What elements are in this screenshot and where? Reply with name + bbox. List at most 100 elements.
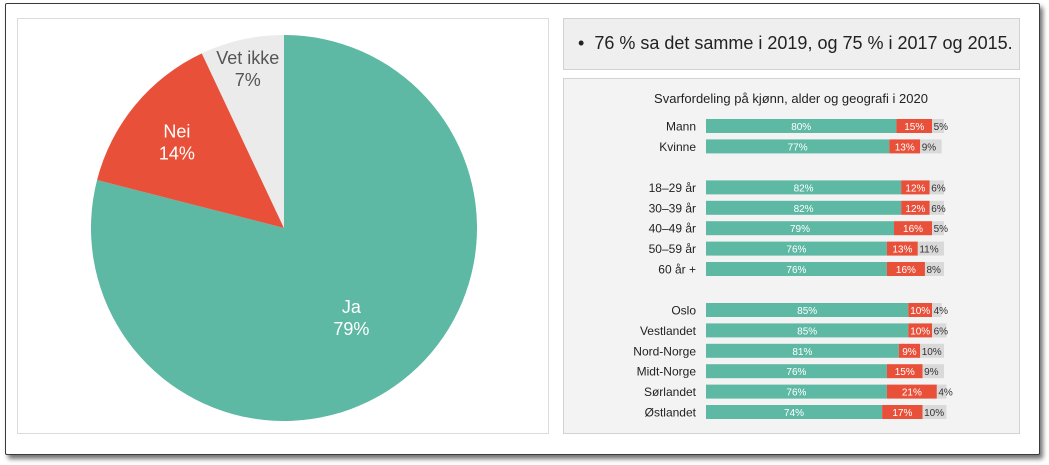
pie-slice-nei [97,53,285,228]
bar-category-label: Oslo [671,304,696,318]
bar-value-vet-ikke: 11% [919,245,938,256]
bar-value-vet-ikke: 5% [934,122,949,133]
pie-slice-vet-ikke [201,35,284,228]
bar-segment-ja-30-39-ar [706,200,902,215]
bar-value-nei: 12% [905,183,925,194]
bar-segment-nei-50-59-ar [886,241,918,256]
bar-value-nei: 12% [905,204,925,215]
bar-value-vet-ikke: 8% [926,265,941,276]
bar-value-ja: 76% [786,265,806,276]
bar-value-ja: 74% [784,408,804,419]
pie-label-ja: Ja [342,297,362,317]
bar-category-label: Midt-Norge [637,365,697,379]
stacked-bar-chart: Svarfordeling på kjønn, alder og geograf… [633,91,953,420]
bar-segment-nei-midt-norge [886,364,923,379]
bar-segment-nei-60-ar [886,262,925,276]
bar-value-vet-ikke: 10% [922,347,942,358]
pie-value-nei: 14% [159,143,195,163]
bar-category-label: Østlandet [645,406,697,420]
pie-label-nei: Nei [163,121,190,141]
bar-value-vet-ikke: 5% [934,224,949,235]
bar-segment-vet-ikke-60-ar [924,262,944,276]
bar-segment-nei-sorlandet [886,384,937,399]
bar-value-nei: 9% [902,347,917,358]
bar-value-ja: 81% [792,347,812,358]
bar-segment-ja-18-29-ar [706,180,902,195]
bar-segment-vet-ikke-nord-norge [920,343,944,358]
bar-value-ja: 79% [790,224,810,235]
bar-value-nei: 21% [902,388,922,399]
bar-segment-vet-ikke-sorlandet [936,384,947,399]
bar-value-ja: 85% [797,326,817,337]
note-box: • 76 % sa det samme i 2019, og 75 % i 20… [563,18,1020,70]
bar-value-vet-ikke: 4% [938,388,953,399]
bar-value-vet-ikke: 6% [931,204,946,215]
bar-value-nei: 10% [910,326,930,337]
bar-value-nei: 13% [895,142,915,153]
bar-segment-nei-oslo [908,303,933,317]
bar-category-label: Nord-Norge [633,344,696,358]
bar-chart-title: Svarfordeling på kjønn, alder og geograf… [654,91,928,106]
bar-value-nei: 17% [892,408,912,419]
bar-segment-ja-50-59-ar [706,241,887,256]
bar-category-label: Mann [666,120,696,134]
note-bullet: • [578,33,585,53]
note-sentence: 76 % sa det samme i 2019, og 75 % i 2017… [594,33,1013,53]
bar-value-ja: 82% [794,204,814,215]
bar-value-nei: 10% [910,306,930,317]
bar-category-label: Kvinne [659,140,696,154]
pie-chart-panel: Ja 79% Nei 14% Vet ikke 7% [17,18,549,434]
bar-segment-vet-ikke-mann [932,119,944,133]
note-text: • 76 % sa det samme i 2019, og 75 % i 20… [578,33,1013,54]
bar-value-vet-ikke: 9% [924,367,939,378]
bar-category-label: 30–39 år [649,201,696,215]
bar-value-vet-ikke: 6% [934,326,949,337]
bar-value-ja: 76% [786,245,806,256]
bar-chart-panel: Svarfordeling på kjønn, alder og geograf… [563,78,1020,434]
bar-segment-vet-ikke-oslo [932,303,942,317]
bar-value-nei: 15% [895,367,915,378]
bar-value-nei: 16% [903,224,923,235]
bar-segment-vet-ikke-18-29-ar [929,180,944,195]
bar-segment-ja-mann [706,119,897,133]
bar-segment-ja-ostlandet [706,405,883,419]
bar-segment-ja-60-ar [706,262,887,276]
bar-category-label: 50–59 år [649,242,696,256]
bar-segment-nei-30-39-ar [901,200,930,215]
bar-category-label: Sørlandet [644,385,697,399]
bar-category-label: Vestlandet [640,324,697,338]
bar-value-vet-ikke: 6% [931,183,946,194]
bar-segment-vet-ikke-30-39-ar [929,200,944,215]
bar-value-nei: 16% [896,265,916,276]
bar-category-label: 60 år + [658,263,696,277]
bar-category-label: 40–49 år [649,222,696,236]
bar-segment-ja-vestlandet [706,323,909,338]
bar-segment-nei-40-49-ar [894,221,933,236]
bar-value-nei: 13% [892,245,912,256]
bar-value-nei: 15% [904,122,924,133]
bar-segment-nei-ostlandet [882,405,923,419]
bar-segment-nei-nord-norge [898,343,921,358]
bar-segment-ja-nord-norge [706,343,899,358]
bar-segment-vet-ikke-ostlandet [922,405,947,419]
bar-segment-vet-ikke-kvinne [920,139,942,154]
bar-segment-nei-vestlandet [908,323,933,338]
bar-segment-ja-40-49-ar [706,221,895,236]
bar-segment-vet-ikke-50-59-ar [917,241,944,256]
bar-segment-nei-kvinne [889,139,921,154]
bar-value-ja: 80% [791,122,811,133]
bar-value-vet-ikke: 4% [934,306,949,317]
bar-category-label: 18–29 år [649,181,696,195]
pie-label-vet-ikke: Vet ikke [216,48,279,68]
bar-segment-vet-ikke-midt-norge [922,364,944,379]
bar-segment-ja-midt-norge [706,364,887,379]
bar-value-ja: 85% [797,306,817,317]
bar-segment-ja-oslo [706,303,909,317]
bar-value-vet-ikke: 9% [922,142,937,153]
bar-value-ja: 77% [788,142,808,153]
bar-segment-nei-mann [896,119,933,133]
pie-value-ja: 79% [333,319,369,339]
bar-value-ja: 82% [794,183,814,194]
bar-value-ja: 76% [786,388,806,399]
